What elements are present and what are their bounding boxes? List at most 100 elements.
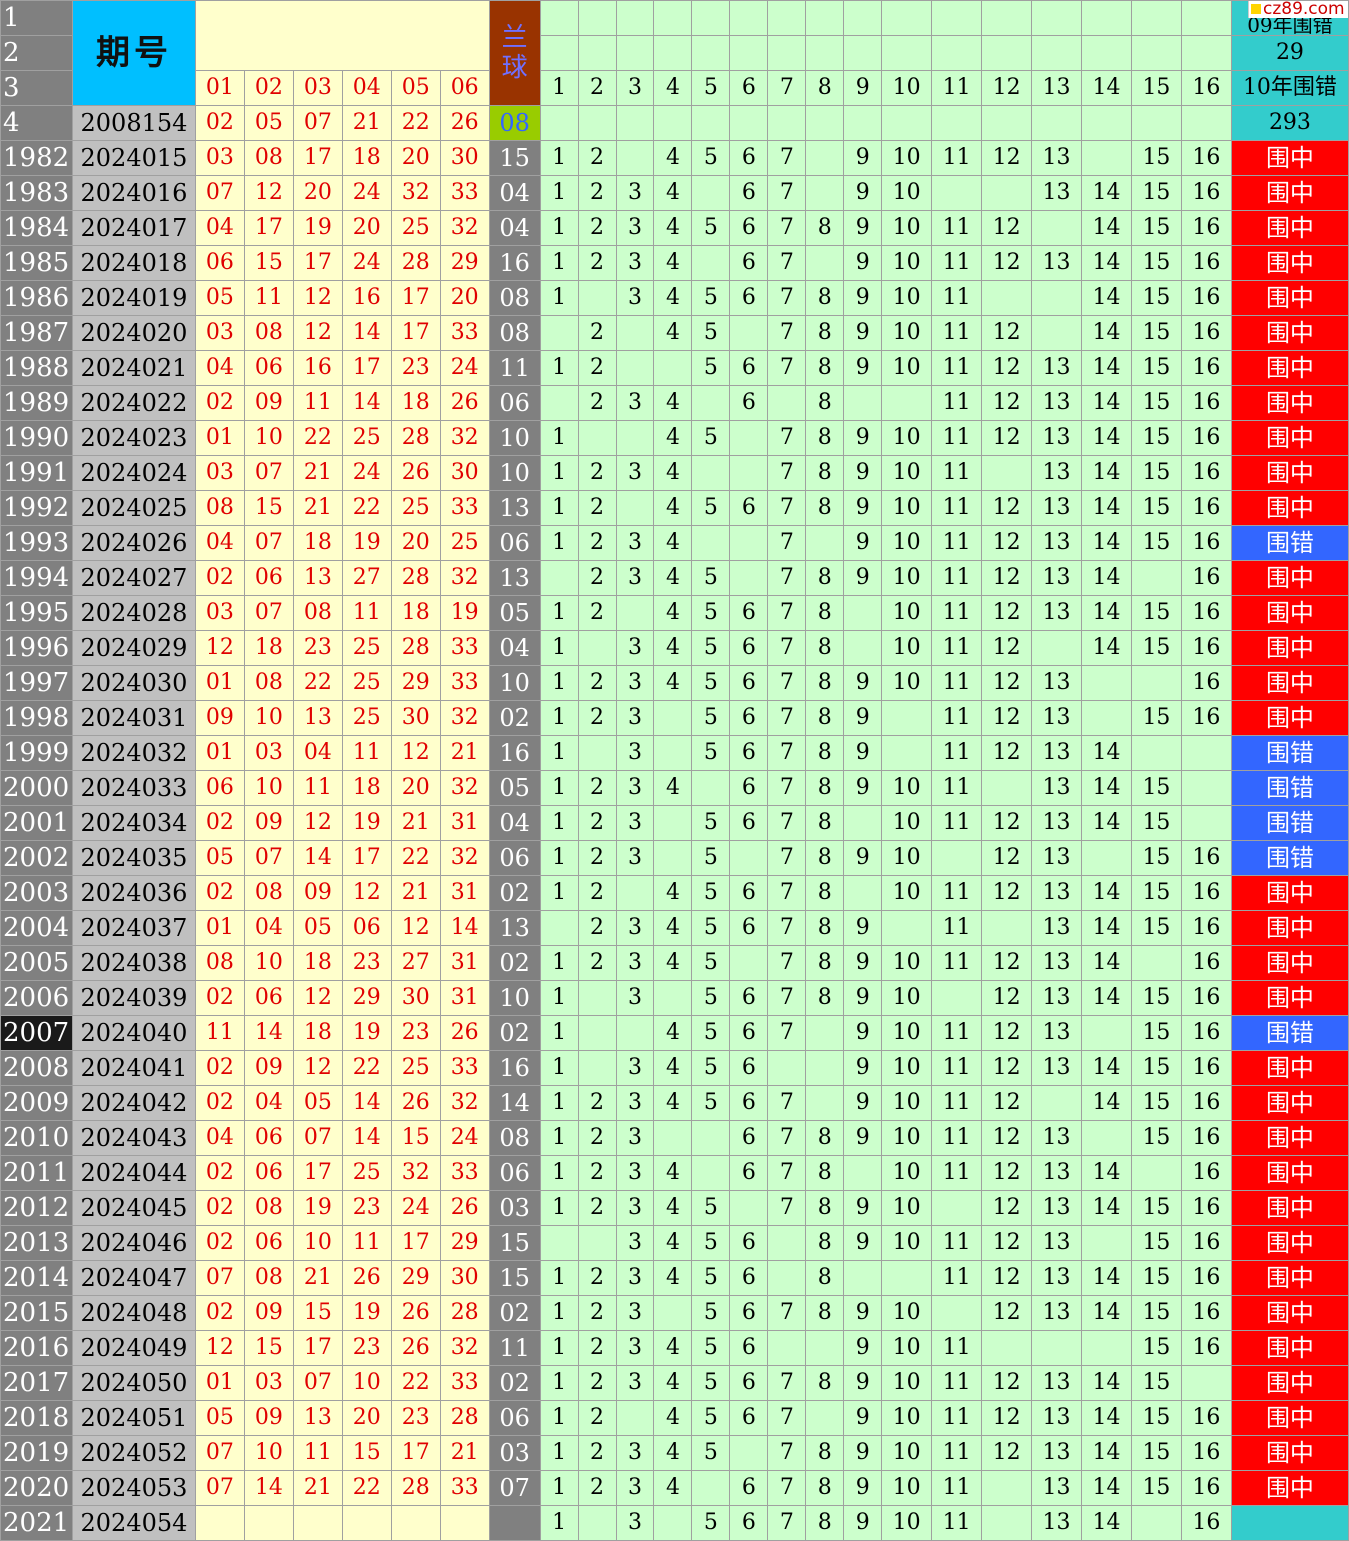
row-number[interactable]: 1990 bbox=[0, 420, 73, 456]
issue-cell[interactable]: 2024016 bbox=[71, 175, 196, 211]
row-number[interactable]: 1983 bbox=[0, 175, 73, 211]
row-number[interactable]: 2019 bbox=[0, 1435, 73, 1471]
row-number[interactable]: 2011 bbox=[0, 1155, 73, 1191]
issue-cell[interactable]: 2024042 bbox=[71, 1085, 196, 1121]
issue-cell[interactable]: 2024031 bbox=[71, 700, 196, 736]
grid-cell bbox=[729, 1435, 769, 1471]
row-number[interactable]: 1 bbox=[0, 0, 73, 36]
grid-cell: 5 bbox=[691, 1085, 731, 1121]
issue-cell[interactable]: 2024040 bbox=[71, 1015, 196, 1051]
issue-cell[interactable]: 2024049 bbox=[71, 1330, 196, 1366]
issue-cell[interactable]: 2024050 bbox=[71, 1365, 196, 1401]
issue-cell[interactable]: 2024053 bbox=[71, 1470, 196, 1506]
issue-cell[interactable]: 2024019 bbox=[71, 280, 196, 316]
issue-cell[interactable]: 2024054 bbox=[71, 1505, 196, 1541]
issue-cell[interactable]: 2024029 bbox=[71, 630, 196, 666]
issue-cell[interactable]: 2024015 bbox=[71, 140, 196, 176]
row-number[interactable]: 1994 bbox=[0, 560, 73, 596]
red-ball-cell: 01 bbox=[194, 420, 245, 456]
row-number[interactable]: 1995 bbox=[0, 595, 73, 631]
issue-cell[interactable]: 2024037 bbox=[71, 910, 196, 946]
row-number[interactable]: 2017 bbox=[0, 1365, 73, 1401]
issue-cell[interactable]: 2024033 bbox=[71, 770, 196, 806]
issue-cell[interactable]: 2024028 bbox=[71, 595, 196, 631]
row-number[interactable]: 2016 bbox=[0, 1330, 73, 1366]
issue-cell[interactable]: 2024036 bbox=[71, 875, 196, 911]
row-number[interactable]: 1992 bbox=[0, 490, 73, 526]
row-number[interactable]: 1987 bbox=[0, 315, 73, 351]
row-number[interactable]: 3 bbox=[0, 70, 73, 106]
row-number[interactable]: 2010 bbox=[0, 1120, 73, 1156]
row-number[interactable]: 1986 bbox=[0, 280, 73, 316]
row-number[interactable]: 1997 bbox=[0, 665, 73, 701]
row-number[interactable]: 1984 bbox=[0, 210, 73, 246]
issue-cell[interactable]: 2024017 bbox=[71, 210, 196, 246]
row-number[interactable]: 1998 bbox=[0, 700, 73, 736]
issue-cell[interactable]: 2024025 bbox=[71, 490, 196, 526]
row-number[interactable]: 1999 bbox=[0, 735, 73, 771]
row-number[interactable]: 2020 bbox=[0, 1470, 73, 1506]
issue-cell[interactable]: 2024032 bbox=[71, 735, 196, 771]
issue-cell[interactable]: 2024052 bbox=[71, 1435, 196, 1471]
row-number[interactable]: 2021 bbox=[0, 1505, 73, 1541]
grid-cell: 10 bbox=[881, 1050, 933, 1086]
issue-cell[interactable]: 2024035 bbox=[71, 840, 196, 876]
issue-cell[interactable]: 2008154 bbox=[71, 105, 196, 141]
red-ball-cell: 20 bbox=[292, 175, 343, 211]
issue-cell[interactable]: 2024048 bbox=[71, 1295, 196, 1331]
row-number[interactable]: 2005 bbox=[0, 945, 73, 981]
row-number[interactable]: 2 bbox=[0, 35, 73, 71]
issue-cell[interactable]: 2024034 bbox=[71, 805, 196, 841]
grid-cell: 12 bbox=[981, 1260, 1033, 1296]
row-number[interactable]: 2007 bbox=[0, 1015, 73, 1051]
issue-cell[interactable]: 2024047 bbox=[71, 1260, 196, 1296]
row-number[interactable]: 1991 bbox=[0, 455, 73, 491]
row-number[interactable]: 2000 bbox=[0, 770, 73, 806]
row-number[interactable]: 2012 bbox=[0, 1190, 73, 1226]
issue-cell[interactable]: 2024020 bbox=[71, 315, 196, 351]
issue-cell[interactable]: 2024038 bbox=[71, 945, 196, 981]
row-number[interactable]: 4 bbox=[0, 105, 73, 141]
red-ball-cell: 25 bbox=[341, 420, 392, 456]
table-row: 2006 2024039 02 06 12 29 30 31 10 1 3 5 6 7 8 9 10 12 13 14… bbox=[0, 980, 1349, 1016]
row-number[interactable]: 2018 bbox=[0, 1400, 73, 1436]
row-number[interactable]: 1982 bbox=[0, 140, 73, 176]
row-number[interactable]: 2009 bbox=[0, 1085, 73, 1121]
row-number[interactable]: 1993 bbox=[0, 525, 73, 561]
row-number[interactable]: 1985 bbox=[0, 245, 73, 281]
row-number[interactable]: 2015 bbox=[0, 1295, 73, 1331]
grid-cell: 1 bbox=[539, 1470, 579, 1506]
row-number[interactable]: 2006 bbox=[0, 980, 73, 1016]
issue-cell[interactable]: 2024021 bbox=[71, 350, 196, 386]
issue-cell[interactable]: 2024044 bbox=[71, 1155, 196, 1191]
row-number[interactable]: 2001 bbox=[0, 805, 73, 841]
row-number[interactable]: 2008 bbox=[0, 1050, 73, 1086]
issue-cell[interactable]: 2024043 bbox=[71, 1120, 196, 1156]
row-number[interactable]: 2013 bbox=[0, 1225, 73, 1261]
row-number[interactable]: 1996 bbox=[0, 630, 73, 666]
issue-cell[interactable]: 2024046 bbox=[71, 1225, 196, 1261]
row-number[interactable]: 1989 bbox=[0, 385, 73, 421]
issue-cell[interactable]: 2024026 bbox=[71, 525, 196, 561]
issue-cell[interactable]: 2024018 bbox=[71, 245, 196, 281]
issue-cell[interactable]: 2024039 bbox=[71, 980, 196, 1016]
red-ball-cell: 21 bbox=[341, 105, 392, 141]
issue-cell[interactable]: 2024030 bbox=[71, 665, 196, 701]
row-number[interactable]: 2014 bbox=[0, 1260, 73, 1296]
row-number[interactable]: 2002 bbox=[0, 840, 73, 876]
row-number[interactable]: 2003 bbox=[0, 875, 73, 911]
issue-cell[interactable]: 2024023 bbox=[71, 420, 196, 456]
issue-cell[interactable]: 2024051 bbox=[71, 1400, 196, 1436]
row-number[interactable]: 2004 bbox=[0, 910, 73, 946]
issue-cell[interactable]: 2024024 bbox=[71, 455, 196, 491]
red-ball-cell: 12 bbox=[194, 630, 245, 666]
grid-cell: 12 bbox=[981, 420, 1033, 456]
issue-cell[interactable]: 2024041 bbox=[71, 1050, 196, 1086]
grid-cell: 5 bbox=[691, 140, 731, 176]
grid-cell: 1 bbox=[539, 525, 579, 561]
issue-cell[interactable]: 2024027 bbox=[71, 560, 196, 596]
issue-cell[interactable]: 2024022 bbox=[71, 385, 196, 421]
issue-cell[interactable]: 2024045 bbox=[71, 1190, 196, 1226]
row-number[interactable]: 1988 bbox=[0, 350, 73, 386]
grid-header-blank bbox=[805, 0, 845, 36]
